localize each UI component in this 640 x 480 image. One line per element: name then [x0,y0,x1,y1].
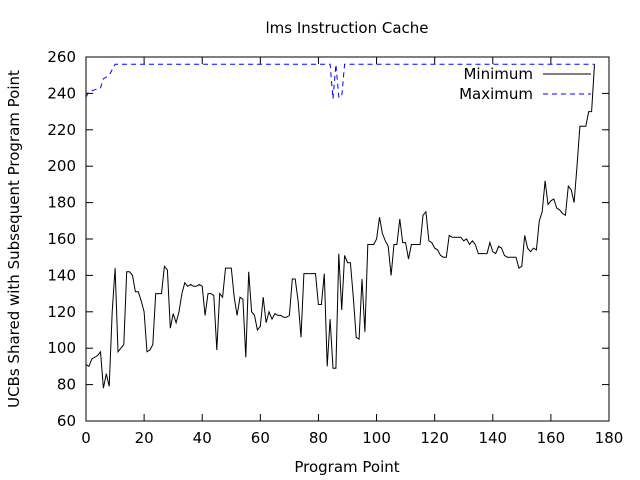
y-tick-label: 80 [57,376,76,394]
y-tick-label: 240 [47,84,76,102]
legend: Minimum Maximum [459,65,591,103]
x-tick-label: 180 [595,429,624,447]
x-tick-label: 140 [478,429,507,447]
y-tick-label: 260 [47,48,76,66]
y-tick-label: 100 [47,339,76,357]
tick-group: 0 20 40 60 80 100 120 140 160 180 60 80 100 120 140 160… [47,48,623,447]
x-tick-label: 0 [81,429,91,447]
legend-label-maximum: Maximum [459,85,533,103]
y-tick-label: 120 [47,303,76,321]
y-axis-label: UCBs Shared with Subsequent Program Poin… [5,70,23,408]
x-tick-label: 20 [135,429,154,447]
plot-area-frame [85,56,610,422]
y-tick-label: 200 [47,157,76,175]
x-axis-label: Program Point [294,458,399,476]
series-line-minimum [85,64,595,389]
series-group [85,63,595,389]
x-tick-label: 60 [251,429,270,447]
series-line-maximum [85,63,595,99]
x-tick-label: 40 [193,429,212,447]
x-tick-label: 120 [420,429,449,447]
chart-title: lms Instruction Cache [265,19,428,37]
y-tick-label: 220 [47,121,76,139]
x-tick-label: 160 [537,429,566,447]
x-tick-label: 80 [309,429,328,447]
x-tick-label: 100 [362,429,391,447]
y-tick-label: 160 [47,230,76,248]
y-tick-label: 60 [57,412,76,430]
y-tick-label: 180 [47,194,76,212]
legend-label-minimum: Minimum [463,65,533,83]
y-tick-label: 140 [47,266,76,284]
